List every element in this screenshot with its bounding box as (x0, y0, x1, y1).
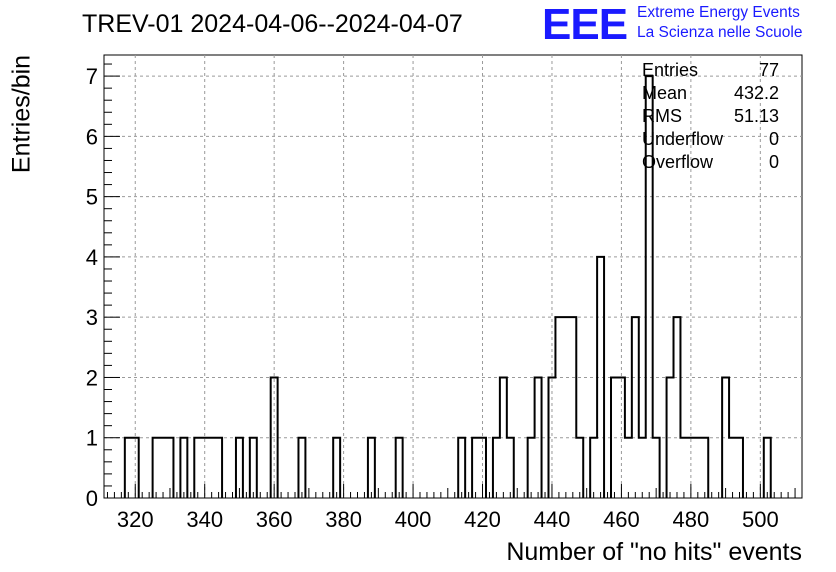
histogram-bin (736, 438, 743, 498)
stat-label: Mean (642, 83, 688, 103)
stat-label: RMS (642, 106, 682, 126)
stats-box: Entries 77 Mean 432.2 RMS 51.13 Underflo… (642, 59, 779, 174)
histogram-bin (125, 438, 132, 498)
histogram-outline (123, 75, 772, 498)
x-tick-label: 480 (673, 507, 710, 532)
histogram-bin (590, 438, 597, 498)
histogram-bin (639, 438, 646, 498)
stat-label: Overflow (642, 152, 714, 172)
histogram-bin (625, 438, 632, 498)
y-tick-label: 1 (86, 426, 98, 451)
histogram-bin (597, 257, 604, 498)
histogram-bin (271, 377, 278, 498)
stat-label: Underflow (642, 129, 724, 149)
x-axis-label: Number of "no hits" events (506, 538, 802, 566)
stat-value: 51.13 (733, 106, 779, 126)
y-tick-label: 3 (86, 305, 98, 330)
brand-line-1: Extreme Energy Events (637, 4, 800, 21)
x-tick-label: 420 (464, 507, 501, 532)
histogram-bin (667, 377, 674, 498)
stat-row-underflow: Underflow 0 (642, 128, 779, 151)
histogram-bin (722, 377, 729, 498)
histogram-bin (680, 438, 687, 498)
y-axis-label: Entries/bin (7, 54, 36, 174)
brand-line-2: La Scienza nelle Scuole (637, 24, 803, 41)
x-tick-label: 380 (325, 507, 362, 532)
stat-label: Entries (642, 60, 699, 80)
histogram-bin (576, 438, 583, 498)
histogram-bin (694, 438, 701, 498)
histogram-bin (528, 438, 535, 498)
histogram-bin (555, 317, 562, 498)
histogram-bin (208, 438, 215, 498)
stat-row-overflow: Overflow 0 (642, 151, 779, 174)
histogram-bin (250, 438, 257, 498)
histogram-bin (215, 438, 222, 498)
histogram-bin (333, 438, 340, 498)
plot-frame (103, 54, 803, 499)
eee-logo: EEE (542, 0, 628, 49)
x-tick-label: 340 (186, 507, 223, 532)
histogram-bin (153, 438, 160, 498)
histogram-bin (194, 438, 201, 498)
y-tick-label: 6 (86, 124, 98, 149)
stat-value: 432.2 (733, 83, 779, 103)
histogram-bin (507, 438, 514, 498)
x-tick-label: 360 (256, 507, 293, 532)
histogram-bin (632, 317, 639, 498)
stat-value: 0 (768, 152, 779, 172)
histogram-bin (562, 317, 569, 498)
histogram-bin (729, 438, 736, 498)
histogram-bin (368, 438, 375, 498)
histogram-bin (160, 438, 167, 498)
histogram-bin (611, 377, 618, 498)
y-tick-label: 0 (86, 486, 98, 511)
histogram-bin (535, 377, 542, 498)
histogram-bin (472, 438, 479, 498)
histogram-bin (180, 438, 187, 498)
stat-row-entries: Entries 77 (642, 59, 779, 82)
x-tick-label: 400 (395, 507, 432, 532)
histogram-bin (569, 317, 576, 498)
histogram-bin (701, 438, 708, 498)
y-tick-label: 2 (86, 365, 98, 390)
y-tick-label: 7 (86, 64, 98, 89)
y-tick-label: 5 (86, 185, 98, 210)
x-tick-label: 460 (603, 507, 640, 532)
histogram-bin (493, 438, 500, 498)
histogram-bin (500, 377, 507, 498)
y-axis-label-box: Entries/bin (8, 44, 36, 184)
x-tick-label: 440 (534, 507, 571, 532)
histogram-bin (548, 377, 555, 498)
x-tick-label: 320 (117, 507, 154, 532)
x-tick-label: 500 (742, 507, 779, 532)
stat-value: 0 (768, 129, 779, 149)
y-tick-label: 4 (86, 245, 98, 270)
histogram-bin (396, 438, 403, 498)
histogram-bin (764, 438, 771, 498)
stat-value: 77 (758, 60, 779, 80)
histogram-bin (618, 377, 625, 498)
stat-row-rms: RMS 51.13 (642, 105, 779, 128)
chart-title: TREV-01 2024-04-06--2024-04-07 (82, 10, 463, 38)
stat-row-mean: Mean 432.2 (642, 82, 779, 105)
histogram-bin (298, 438, 305, 498)
histogram-bin (458, 438, 465, 498)
histogram-bin (674, 317, 681, 498)
